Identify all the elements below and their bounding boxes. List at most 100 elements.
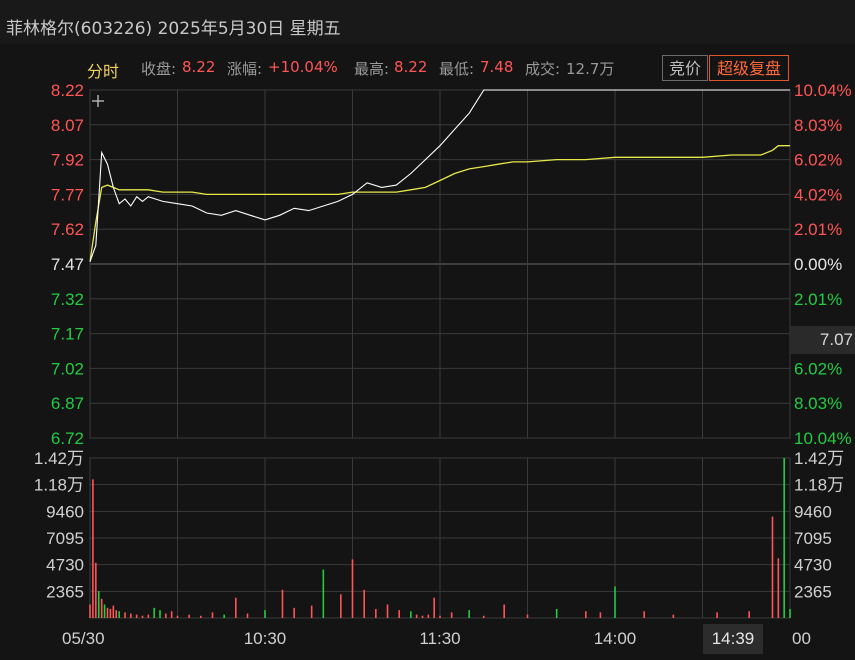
volume-bar bbox=[124, 612, 126, 618]
volume-bar bbox=[147, 614, 150, 618]
volume-bar bbox=[92, 479, 94, 618]
volume-bar bbox=[176, 615, 179, 618]
price-line bbox=[89, 89, 790, 262]
volume-bar bbox=[310, 605, 313, 618]
volume-bar bbox=[789, 608, 791, 618]
super-review-button[interactable]: 超级复盘 bbox=[709, 55, 789, 81]
price-tick-label: 7.92 bbox=[51, 151, 84, 170]
volume-bar bbox=[118, 611, 120, 618]
volume-tick-label: 9460 bbox=[794, 502, 832, 521]
volume-bar bbox=[165, 613, 167, 618]
volume-bar bbox=[468, 610, 470, 618]
volume-bar bbox=[103, 604, 106, 618]
volume-bar bbox=[783, 458, 785, 618]
price-tick-label: 7.62 bbox=[51, 220, 84, 239]
volume-bar bbox=[264, 610, 266, 618]
change-value: +10.04% bbox=[268, 58, 338, 76]
price-tick-label: 7.17 bbox=[51, 325, 84, 344]
price-tick-label: 7.77 bbox=[51, 185, 84, 204]
volume-bar bbox=[159, 610, 161, 618]
price-tick-label: 7.02 bbox=[51, 359, 84, 378]
volume-value: 12.7万 bbox=[566, 60, 615, 78]
time-tick-label: 11:30 bbox=[419, 629, 460, 648]
volume-bar bbox=[526, 614, 529, 618]
volume-bar bbox=[200, 615, 202, 618]
volume-bar bbox=[188, 614, 190, 618]
volume-tick-label: 1.42万 bbox=[794, 449, 844, 468]
volume-bar bbox=[135, 614, 138, 618]
volume-bar bbox=[585, 611, 587, 618]
volume-bar bbox=[97, 590, 100, 618]
volume-bar bbox=[375, 608, 377, 618]
volume-bar bbox=[748, 611, 750, 618]
volume-bar bbox=[246, 613, 249, 618]
high-value: 8.22 bbox=[394, 58, 428, 76]
volume-bar bbox=[235, 597, 237, 618]
volume-bar bbox=[503, 604, 505, 618]
volume-bar bbox=[112, 605, 115, 618]
volume-tick-label: 1.18万 bbox=[34, 476, 84, 495]
price-tick-label: 8.22 bbox=[51, 81, 84, 100]
page-title: 菲林格尔(603226) 2025年5月30日 星期五 bbox=[6, 19, 341, 39]
volume-bar bbox=[89, 604, 91, 618]
volume-tick-label: 4730 bbox=[46, 556, 84, 575]
volume-bar bbox=[115, 610, 118, 618]
volume-bars bbox=[89, 458, 791, 618]
time-tick-label: 00 bbox=[792, 629, 811, 648]
low-value: 7.48 bbox=[480, 58, 514, 76]
pct-tick-label: 0.00% bbox=[794, 255, 842, 274]
volume-bar bbox=[130, 613, 132, 618]
volume-bar bbox=[643, 611, 645, 618]
volume-bar bbox=[386, 604, 389, 618]
pct-tick-label: 10.04% bbox=[794, 429, 852, 448]
price-tick-label: 6.87 bbox=[51, 394, 84, 413]
pct-tick-label: 4.02% bbox=[794, 185, 842, 204]
volume-bar bbox=[672, 614, 675, 618]
volume-bar bbox=[363, 589, 365, 618]
volume-bar bbox=[170, 611, 173, 618]
volume-bar bbox=[340, 594, 342, 618]
volume-bar bbox=[614, 586, 616, 618]
pct-tick-label: 8.03% bbox=[794, 116, 842, 135]
volume-tick-label: 4730 bbox=[794, 556, 832, 575]
auction-button[interactable]: 竞价 bbox=[662, 55, 708, 81]
volume-bar bbox=[716, 612, 718, 618]
volume-bar bbox=[293, 607, 295, 618]
volume-bar bbox=[153, 607, 155, 618]
pct-tick-label: 2.01% bbox=[794, 220, 842, 239]
volume-bar bbox=[421, 615, 424, 618]
volume-bar bbox=[95, 562, 97, 618]
price-lines bbox=[89, 89, 790, 262]
volume-bar bbox=[771, 516, 774, 618]
price-tick-label: 7.32 bbox=[51, 290, 84, 309]
volume-bar bbox=[450, 612, 453, 618]
volume-bar bbox=[410, 611, 412, 618]
time-tick-label: 05/30 bbox=[62, 629, 105, 648]
volume-bar bbox=[211, 612, 214, 618]
volume-bar bbox=[599, 612, 602, 618]
volume-bar bbox=[281, 589, 284, 618]
volume-tick-label: 1.18万 bbox=[794, 476, 844, 495]
tab-intraday[interactable]: 分时 bbox=[87, 62, 120, 81]
volume-bar bbox=[555, 608, 558, 618]
price-tick-label: 8.07 bbox=[51, 116, 84, 135]
volume-bar bbox=[427, 614, 430, 618]
volume-bar bbox=[482, 615, 485, 618]
crosshair-plus-icon bbox=[92, 95, 104, 107]
close-label: 收盘: bbox=[141, 60, 177, 78]
title-bar bbox=[0, 0, 855, 44]
average-price-line bbox=[89, 145, 790, 262]
volume-bar bbox=[109, 608, 112, 618]
volume-tick-label: 9460 bbox=[46, 502, 84, 521]
high-label: 最高: bbox=[354, 60, 390, 78]
volume-tick-label: 2365 bbox=[794, 582, 832, 601]
pct-tick-label: 2.01% bbox=[794, 290, 842, 309]
volume-bar bbox=[223, 614, 225, 618]
cursor-time-badge: 14:39 bbox=[703, 624, 763, 654]
time-tick-label: 10:30 bbox=[244, 629, 287, 648]
volume-tick-label: 7095 bbox=[46, 529, 84, 548]
volume-bar bbox=[100, 598, 103, 618]
volume-tick-label: 7095 bbox=[794, 529, 832, 548]
pct-tick-label: 6.02% bbox=[794, 151, 842, 170]
